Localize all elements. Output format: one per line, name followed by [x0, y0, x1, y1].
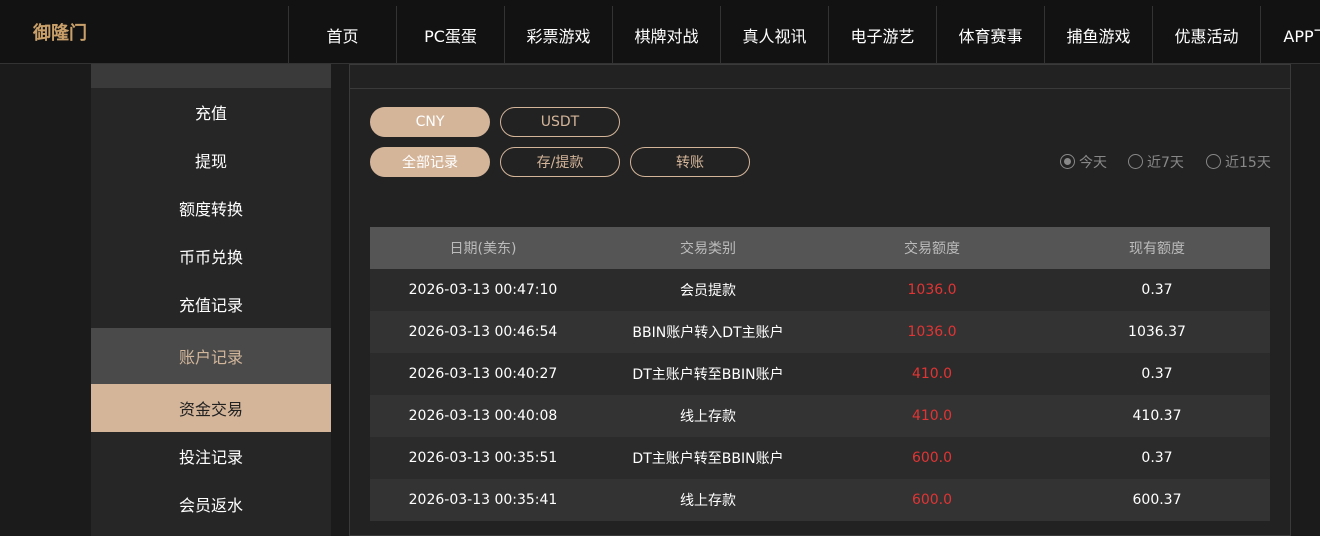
table-cell: 410.37 — [1132, 408, 1182, 424]
sidebar-item[interactable]: 充值记录 — [178, 296, 243, 315]
table-cell: 线上存款 — [680, 493, 736, 509]
divider — [350, 88, 1290, 89]
nav-item[interactable]: 首页 — [288, 6, 396, 63]
nav-item[interactable]: 电子游艺 — [828, 6, 936, 63]
header — [0, 0, 1320, 64]
sidebar-item[interactable]: 会员返水 — [178, 496, 243, 515]
filter-button[interactable]: 转账 — [630, 147, 750, 177]
table-header — [370, 227, 1270, 269]
radio-label[interactable]: 近15天 — [1225, 155, 1271, 171]
table-cell: 会员提款 — [680, 283, 736, 299]
table-cell: 0.37 — [1141, 366, 1173, 382]
table-header-cell: 交易额度 — [904, 241, 960, 257]
table-row — [370, 353, 1270, 395]
table-row — [370, 311, 1270, 353]
radio[interactable] — [1206, 154, 1221, 169]
table-header-cell: 交易类别 — [680, 241, 736, 257]
table-cell: BBIN账户转入DT主账户 — [632, 325, 784, 341]
radio[interactable] — [1060, 154, 1075, 169]
radio-dot — [1064, 158, 1071, 165]
table-cell: 600.0 — [911, 492, 953, 508]
table-cell: 线上存款 — [680, 409, 736, 425]
table-cell: DT主账户转至BBIN账户 — [632, 451, 784, 467]
nav-item[interactable]: 真人视讯 — [720, 6, 828, 63]
table-cell: 2026-03-13 00:46:54 — [408, 324, 558, 340]
filter-button[interactable]: CNY — [370, 107, 490, 137]
table-cell: 1036.37 — [1128, 324, 1186, 340]
radio-label[interactable]: 近7天 — [1147, 155, 1184, 171]
table-cell: 2026-03-13 00:35:41 — [408, 492, 558, 508]
table-cell: 2026-03-13 00:40:27 — [408, 366, 558, 382]
radio[interactable] — [1128, 154, 1143, 169]
radio-label[interactable]: 今天 — [1079, 155, 1107, 171]
table-cell: 0.37 — [1141, 282, 1173, 298]
table-cell: 1036.0 — [907, 324, 957, 340]
sidebar-item[interactable]: 提现 — [194, 152, 227, 171]
table-header-cell: 现有额度 — [1129, 241, 1185, 257]
sidebar-item[interactable]: 币币兑换 — [178, 248, 243, 267]
table-cell: 2026-03-13 00:47:10 — [408, 282, 558, 298]
table-row — [370, 395, 1270, 437]
nav-item[interactable]: 体育赛事 — [936, 6, 1044, 63]
sidebar-item[interactable]: 投注记录 — [178, 448, 243, 467]
nav-item[interactable]: 彩票游戏 — [504, 6, 612, 63]
nav-item[interactable]: 优惠活动 — [1152, 6, 1260, 63]
table-cell: DT主账户转至BBIN账户 — [632, 367, 784, 383]
table-row — [370, 437, 1270, 479]
sidebar-item[interactable]: 额度转换 — [178, 200, 243, 219]
table-cell: 2026-03-13 00:40:08 — [408, 408, 558, 424]
table-cell: 410.0 — [911, 366, 953, 382]
table-row — [370, 479, 1270, 521]
table-cell: 410.0 — [911, 408, 953, 424]
table-cell: 0.37 — [1141, 450, 1173, 466]
sidebar-top — [91, 64, 331, 88]
nav-item[interactable]: 棋牌对战 — [612, 6, 720, 63]
table-cell: 600.37 — [1132, 492, 1182, 508]
nav-item[interactable]: 捕鱼游戏 — [1044, 6, 1152, 63]
sidebar — [91, 64, 331, 536]
filter-button[interactable]: 全部记录 — [370, 147, 490, 177]
filter-button[interactable]: 存/提款 — [500, 147, 620, 177]
table-cell: 600.0 — [911, 450, 953, 466]
nav-item[interactable]: PC蛋蛋 — [396, 6, 504, 63]
table-row — [370, 269, 1270, 311]
table-cell: 1036.0 — [907, 282, 957, 298]
sidebar-item[interactable]: 资金交易 — [91, 384, 331, 432]
sidebar-section[interactable]: 账户记录 — [91, 328, 331, 384]
table-cell: 2026-03-13 00:35:51 — [408, 450, 558, 466]
logo[interactable]: 御隆门 — [33, 23, 87, 44]
table-header-cell: 日期(美东) — [449, 241, 517, 257]
sidebar-item[interactable]: 充值 — [194, 104, 227, 123]
filter-button[interactable]: USDT — [500, 107, 620, 137]
nav-item[interactable]: APP下载 — [1260, 6, 1320, 63]
